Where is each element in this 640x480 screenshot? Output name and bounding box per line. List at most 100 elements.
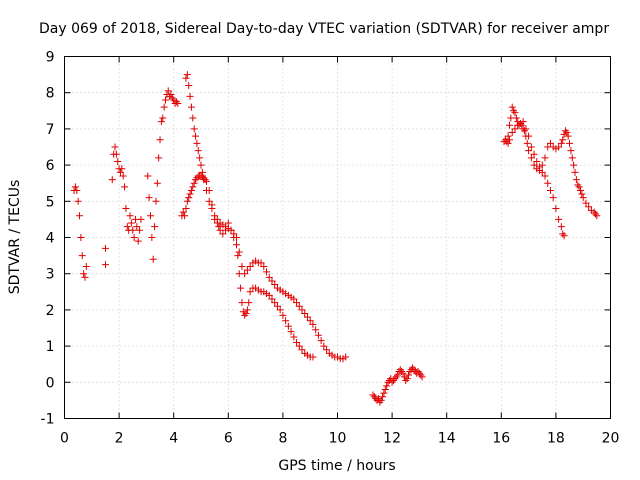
data-point: [544, 179, 552, 187]
data-point: [571, 168, 579, 176]
data-point: [235, 248, 243, 256]
data-point: [74, 197, 82, 205]
series-seg2: [101, 244, 109, 269]
data-point: [555, 143, 563, 151]
data-point: [71, 183, 79, 191]
data-point: [129, 226, 137, 234]
data-point: [182, 74, 190, 82]
data-point: [174, 100, 182, 108]
data-point: [404, 371, 412, 379]
data-point: [533, 157, 541, 165]
series-seg8: [500, 103, 568, 240]
data-point: [298, 306, 306, 314]
data-point: [168, 94, 176, 102]
data-point: [381, 386, 389, 394]
data-point: [112, 150, 120, 158]
data-point: [396, 366, 404, 374]
data-point: [521, 127, 529, 135]
data-point: [200, 176, 208, 184]
data-point: [394, 371, 402, 379]
data-point: [370, 393, 378, 401]
data-point: [546, 139, 554, 147]
data-point: [172, 98, 180, 106]
data-point: [123, 223, 131, 231]
data-point: [234, 252, 242, 260]
data-point: [153, 179, 161, 187]
data-point: [530, 150, 538, 158]
y-tick-label: 3: [46, 267, 55, 283]
data-point: [213, 215, 221, 223]
data-point: [246, 288, 254, 296]
data-point: [309, 353, 317, 361]
y-tick-label: 1: [46, 339, 55, 355]
data-point: [160, 103, 168, 111]
y-tick-label: 9: [46, 50, 55, 66]
data-point: [530, 161, 538, 169]
data-point: [538, 161, 546, 169]
data-point: [263, 268, 271, 276]
data-point: [198, 168, 206, 176]
data-point: [403, 375, 411, 383]
data-point: [137, 215, 145, 223]
data-point: [312, 326, 320, 334]
data-point: [549, 194, 557, 202]
data-point: [130, 234, 138, 241]
data-point: [232, 234, 240, 241]
series-seg1: [70, 183, 90, 281]
data-point: [582, 199, 590, 207]
data-point: [578, 190, 586, 198]
data-point: [121, 183, 129, 191]
data-point: [265, 291, 273, 299]
data-point: [76, 212, 84, 220]
data-point: [309, 320, 317, 328]
data-point: [522, 125, 530, 133]
data-point: [187, 186, 195, 194]
series-seg3: [108, 143, 145, 245]
data-point: [527, 154, 535, 162]
data-point: [268, 277, 276, 285]
data-point: [215, 223, 223, 231]
data-point: [190, 179, 198, 187]
data-point: [238, 299, 246, 307]
data-point: [181, 212, 189, 220]
x-tick-label: 18: [547, 431, 565, 447]
data-point: [271, 281, 279, 289]
y-tick-label: 6: [46, 158, 55, 174]
data-point: [196, 154, 204, 162]
x-tick-label: 6: [224, 431, 233, 447]
data-point: [557, 223, 565, 231]
data-point: [541, 172, 549, 180]
data-point: [127, 219, 135, 227]
data-point: [194, 147, 202, 155]
data-point: [301, 310, 309, 318]
data-point: [523, 139, 531, 147]
series-seg6: [182, 71, 350, 363]
data-point: [279, 311, 287, 319]
data-point: [572, 176, 580, 184]
data-point: [512, 114, 520, 122]
data-point: [282, 317, 290, 325]
series-seg9: [504, 118, 601, 220]
grid-lines: [64, 56, 611, 419]
data-point: [504, 139, 512, 147]
data-point: [119, 172, 127, 180]
data-point: [133, 223, 141, 231]
y-axis-tick-labels: -1 0 1 2 3 4 5 6 7 8 9: [41, 50, 55, 428]
data-point: [564, 132, 572, 140]
data-point: [81, 273, 89, 281]
data-point: [260, 262, 268, 270]
data-point: [410, 366, 418, 374]
data-point: [145, 194, 153, 202]
data-point: [111, 143, 119, 151]
data-point: [205, 197, 213, 205]
x-axis-title: GPS time / hours: [278, 458, 395, 474]
data-point: [293, 299, 301, 307]
data-point: [197, 161, 205, 169]
data-point: [510, 107, 518, 115]
data-point: [560, 232, 568, 240]
data-point: [182, 205, 190, 213]
x-tick-label: 14: [438, 431, 456, 447]
data-point: [505, 121, 513, 129]
data-point: [211, 212, 219, 220]
data-point: [162, 96, 170, 104]
